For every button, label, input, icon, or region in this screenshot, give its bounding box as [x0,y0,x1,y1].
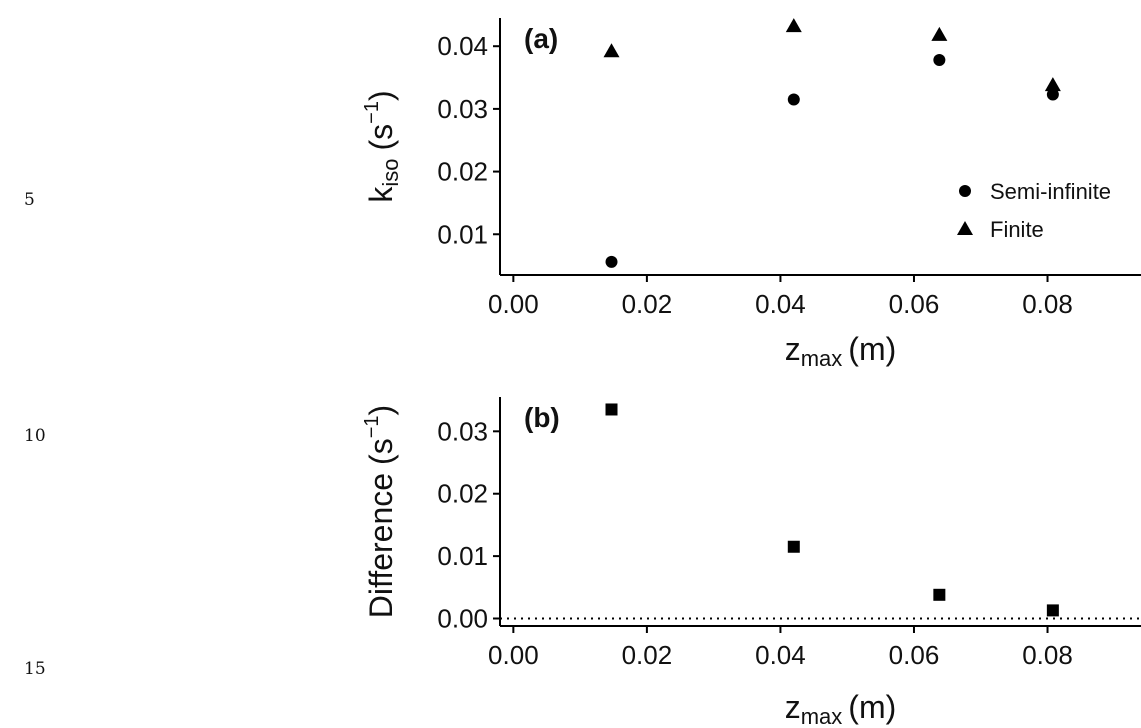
panel-a-finite-point [1044,77,1061,92]
panel-a-semi-infinite-point [605,255,618,268]
panel-b-x-tick-label: 0.08 [1022,640,1073,670]
panel-b-difference-point [787,540,800,553]
panel-a-x-tick-label: 0.02 [622,289,673,319]
panel-b-label: (b) [524,402,560,433]
panel-a-semi-infinite-point [1046,88,1059,101]
line-number-10: 10 [24,426,46,446]
panel-b-difference-point [605,403,618,416]
panel-b-difference-point [1046,604,1059,617]
panel-b-y-axis-title: Difference(s−1) [361,405,399,618]
panel-a-y-axis-title: kiso(s−1) [361,90,403,202]
panel-b-y-tick-label: 0.00 [437,604,488,634]
line-number-5: 5 [24,190,35,210]
panel-b-y-tick-label: 0.03 [437,416,488,446]
panel-a-x-tick-label: 0.08 [1022,289,1073,319]
panel-b-y-tick-label: 0.01 [437,541,488,571]
panel-a-semi-infinite-point [787,93,800,106]
panel-b-x-tick-label: 0.02 [622,640,673,670]
legend-circle-marker [959,185,971,197]
panel-a-y-tick-label: 0.04 [437,31,488,61]
panel-a-y-tick-label: 0.03 [437,94,488,124]
panel-a-x-tick-label: 0.00 [488,289,539,319]
panel-a-x-axis-title: zmax (m) [785,331,897,371]
legend-finite-label: Finite [990,217,1044,242]
panel-b-y-tick-label: 0.02 [437,479,488,509]
panel-a-finite-point [785,18,802,33]
panel-a-finite-point [931,26,948,41]
panel-a-y-tick-label: 0.01 [437,219,488,249]
panel-b: 0.00 0.02 0.04 0.06 0.08 0.00 0.01 0.02 0.03 (b) z… [361,397,1141,728]
panel-b-difference-point [933,588,946,601]
panel-a-finite-point [603,43,620,58]
panel-a-x-tick-label: 0.06 [889,289,940,319]
panel-b-x-tick-label: 0.04 [755,640,806,670]
panel-a-y-tick-label: 0.02 [437,157,488,187]
panel-a-x-tick-label: 0.04 [755,289,806,319]
panel-a: 0.00 0.02 0.04 0.06 0.08 0.01 0.02 0.03 0.04 (a) z… [361,18,1141,371]
legend-semi-infinite-label: Semi-infinite [990,179,1111,204]
panel-b-x-tick-label: 0.06 [889,640,940,670]
panel-a-label: (a) [524,23,558,54]
line-number-15: 15 [24,659,46,679]
panel-b-x-tick-label: 0.00 [488,640,539,670]
panel-a-semi-infinite-point [933,53,946,66]
legend-triangle-marker [957,221,973,235]
panel-b-x-axis-title: zmax (m) [785,689,897,728]
